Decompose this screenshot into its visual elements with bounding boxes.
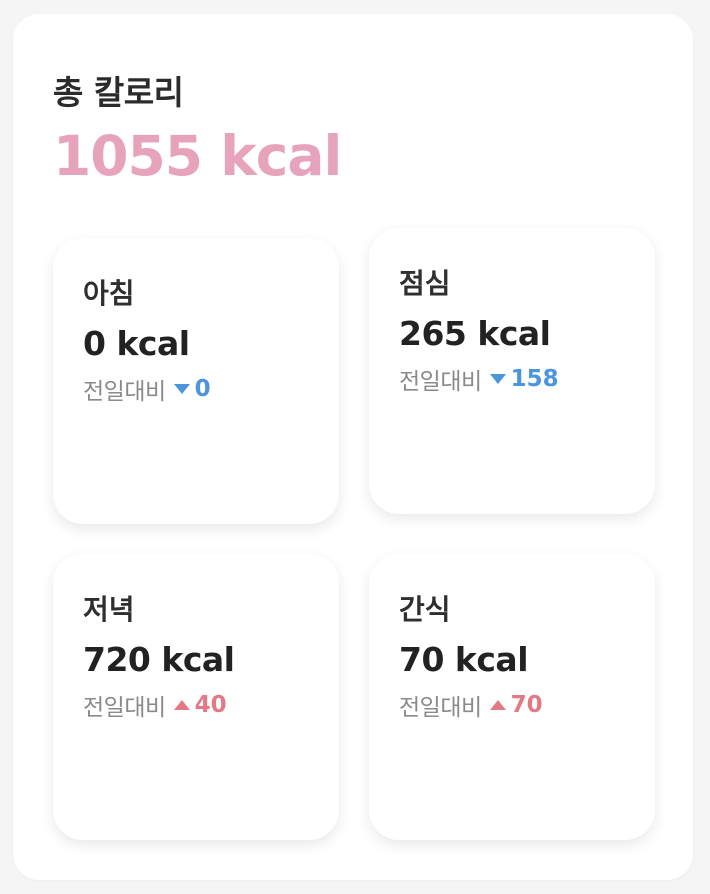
meal-name: 간식: [399, 593, 451, 626]
compare-label: 전일대비: [83, 695, 166, 721]
arrow-up-icon: [173, 700, 190, 710]
compare-delta: 70: [510, 692, 543, 718]
compare-label: 전일대비: [399, 695, 482, 721]
meal-card-dinner[interactable]: 저녁 720 kcal 전일대비 40: [53, 554, 339, 840]
meal-card-breakfast[interactable]: 아침 0 kcal 전일대비 0: [53, 238, 339, 524]
meal-calories: 265 kcal: [399, 314, 551, 353]
meal-name: 점심: [399, 267, 451, 300]
meal-compare: 전일대비 70: [399, 688, 543, 722]
compare-delta: 40: [194, 692, 227, 718]
meal-compare: 전일대비 40: [83, 688, 227, 722]
arrow-down-icon: [489, 374, 506, 384]
total-calories-label: 총 칼로리: [53, 73, 184, 112]
arrow-up-icon: [489, 700, 506, 710]
compare-delta: 158: [510, 366, 559, 392]
meal-calories: 0 kcal: [83, 324, 190, 363]
meal-calories: 720 kcal: [83, 640, 235, 679]
meal-name: 아침: [83, 277, 135, 310]
meal-card-lunch[interactable]: 점심 265 kcal 전일대비 158: [369, 228, 655, 514]
compare-label: 전일대비: [399, 369, 482, 395]
meal-calories: 70 kcal: [399, 640, 529, 679]
compare-label: 전일대비: [83, 379, 166, 405]
arrow-down-icon: [173, 384, 190, 394]
compare-delta: 0: [194, 376, 211, 402]
meal-compare: 전일대비 0: [83, 372, 211, 406]
meal-compare: 전일대비 158: [399, 362, 559, 396]
calorie-summary-panel: 총 칼로리 1055 kcal 아침 0 kcal 전일대비 0 점심 265 …: [13, 14, 693, 880]
meal-card-snack[interactable]: 간식 70 kcal 전일대비 70: [369, 554, 655, 840]
total-calories-value: 1055 kcal: [53, 124, 342, 188]
meal-name: 저녁: [83, 593, 135, 626]
